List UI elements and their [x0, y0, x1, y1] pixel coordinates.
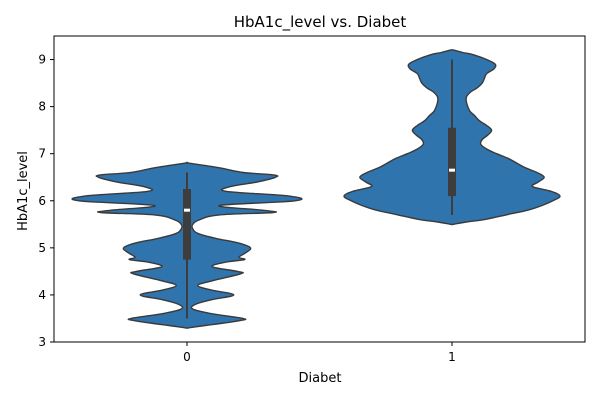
x-tick-label: 0 [183, 350, 191, 364]
plot-area [71, 49, 561, 329]
y-tick-label: 9 [38, 53, 46, 67]
violin-iqr-box-0 [183, 189, 191, 260]
violin-median-1 [449, 168, 455, 172]
y-tick-label: 4 [38, 288, 46, 302]
plot-frame [53, 35, 586, 343]
violin-median-0 [184, 208, 190, 212]
y-tick-label: 8 [38, 100, 46, 114]
y-axis: 3 4 5 6 7 8 9 [38, 53, 54, 349]
y-tick-label: 6 [38, 194, 46, 208]
y-tick-label: 3 [38, 335, 46, 349]
y-tick-label: 5 [38, 241, 46, 255]
y-tick-label: 7 [38, 147, 46, 161]
x-tick-label: 1 [448, 350, 456, 364]
chart-title: HbA1c_level vs. Diabet [234, 13, 407, 32]
y-axis-label: HbA1c_level [16, 151, 31, 231]
x-axis-label: Diabet [299, 371, 342, 386]
violin-iqr-box-1 [448, 127, 456, 197]
